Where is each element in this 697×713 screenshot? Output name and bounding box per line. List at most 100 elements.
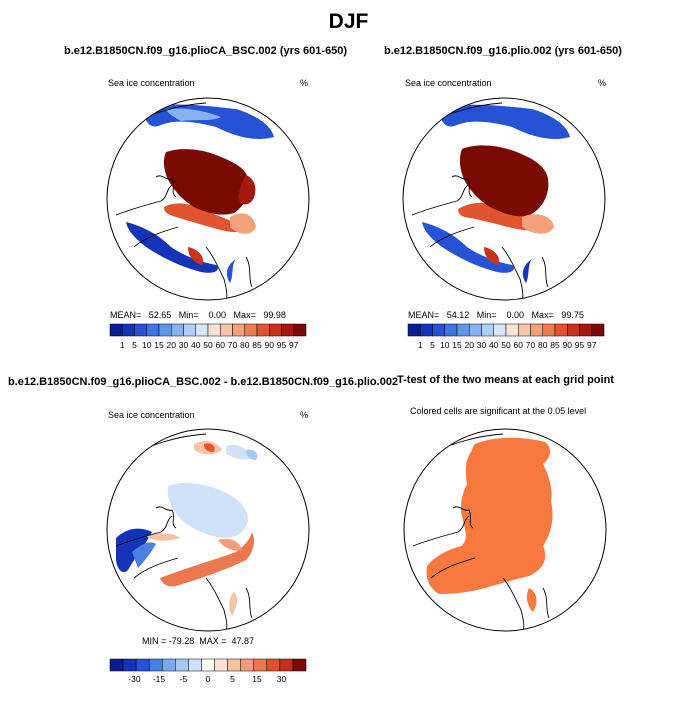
panel-1-colorbar-tick-label: 70	[228, 340, 238, 350]
panel-3-colorbar-swatch	[292, 658, 307, 672]
panel-2-colorbar-swatch	[469, 323, 482, 337]
panel-1-colorbar-tick-label: 90	[265, 340, 275, 350]
panel-2-colorbar-tick-label: 10	[440, 340, 450, 350]
panel-2-colorbar-tick-label: 20	[465, 340, 475, 350]
panel-3-colorbar-swatch	[240, 658, 254, 672]
panel-2-colorbar-swatch	[407, 323, 421, 337]
panel-2-colorbar-tick-label: 95	[575, 340, 585, 350]
panel-3-colorbar-tick-label: 5	[230, 674, 235, 684]
panel-1-colorbar-swatch	[293, 323, 307, 337]
panel-3-title: b.e12.B1850CN.f09_g16.plioCA_BSC.002 - b…	[8, 376, 399, 388]
panel-3-colorbar-swatch	[109, 658, 124, 672]
panel-3-colorbar-labels: -30 -15 -5 0 5 15 30	[128, 674, 287, 684]
panel-1-colorbar-swatch	[146, 323, 160, 337]
panel-3-colorbar-swatch	[162, 658, 176, 672]
panel-1-colorbar-tick-label: 1	[120, 340, 125, 350]
panel-1-colorbar-tick-label: 10	[142, 340, 152, 350]
panel-1-colorbar-tick-label: 20	[167, 340, 177, 350]
panel-2-variable-label: Sea ice concentration	[405, 78, 492, 88]
figure-title: DJF	[328, 10, 369, 33]
panel-1-unit-label: %	[300, 78, 309, 88]
panel-3-colorbar-tick-label: 15	[252, 674, 262, 684]
panel-2-colorbar-swatch	[505, 323, 519, 337]
panel-4-map	[403, 428, 607, 632]
panel-3-stats: MIN = -79.28 MAX = 47.87	[142, 636, 255, 646]
panel-2-colorbar-tick-label: 40	[489, 340, 499, 350]
panel-3-colorbar-swatch	[175, 658, 189, 672]
panel-3-colorbar	[109, 658, 307, 672]
panel-1-colorbar-tick-label: 30	[179, 340, 189, 350]
panel-3-colorbar-tick-label: -15	[153, 674, 166, 684]
panel-2-colorbar-tick-label: 60	[514, 340, 524, 350]
panel-3-colorbar-swatch	[227, 658, 241, 672]
panel-3-colorbar-tick-label: 0	[206, 674, 211, 684]
panel-2-colorbar-swatch	[456, 323, 470, 337]
panel-1-colorbar-tick-label: 60	[216, 340, 226, 350]
panel-1-colorbar-tick-label: 5	[132, 340, 137, 350]
panel-2-colorbar-swatch	[542, 323, 556, 337]
panel-3-colorbar-tick-label: 30	[277, 674, 287, 684]
panel-3-colorbar-swatch	[214, 658, 228, 672]
panel-1-colorbar-swatch	[281, 323, 294, 337]
panel-1-colorbar-tick-label: 85	[252, 340, 262, 350]
panel-3-map	[106, 428, 310, 632]
panel-1-map	[106, 97, 310, 301]
panel-3-unit-label: %	[300, 410, 309, 420]
panel-1-colorbar-swatch	[183, 323, 196, 337]
panel-2-colorbar-tick-label: 1	[418, 340, 423, 350]
panel-2-colorbar-swatch	[432, 323, 445, 337]
panel-1-colorbar-tick-label: 80	[240, 340, 250, 350]
panel-3-variable-label: Sea ice concentration	[108, 410, 195, 420]
panel-2-colorbar-tick-label: 85	[550, 340, 560, 350]
panel-2-title: b.e12.B1850CN.f09_g16.plio.002 (yrs 601-…	[384, 45, 622, 57]
panel-1-colorbar-swatch	[232, 323, 245, 337]
panel-1-colorbar-swatch	[244, 323, 258, 337]
panel-2-colorbar-tick-label: 30	[477, 340, 487, 350]
panel-2-colorbar	[407, 323, 605, 337]
panel-1-colorbar-swatch	[256, 323, 270, 337]
panel-2-colorbar-tick-label: 5	[430, 340, 435, 350]
panel-3-colorbar-swatch	[122, 658, 137, 672]
panel-4-title: T-test of the two means at each grid poi…	[397, 374, 614, 386]
panel-2-colorbar-swatch	[591, 323, 605, 337]
panel-1-colorbar-tick-label: 50	[203, 340, 213, 350]
panel-1-colorbar	[109, 323, 307, 337]
panel-2-colorbar-swatch	[518, 323, 531, 337]
panel-2-stats: MEAN= 54.12 Min= 0.00 Max= 99.75	[408, 310, 584, 320]
panel-3-colorbar-swatch	[135, 658, 150, 672]
panel-1-colorbar-swatch	[195, 323, 209, 337]
panel-1-colorbar-swatch	[269, 323, 282, 337]
panel-1-title: b.e12.B1850CN.f09_g16.plioCA_BSC.002 (yr…	[64, 45, 348, 57]
panel-2-unit-label: %	[598, 78, 607, 88]
panel-1-colorbar-tick-label: 40	[191, 340, 201, 350]
panel-3-colorbar-tick-label: -5	[180, 674, 188, 684]
panel-1-colorbar-tick-label: 95	[277, 340, 287, 350]
panel-2-colorbar-swatch	[493, 323, 507, 337]
panel-2-colorbar-labels: 1 5 10 15 20 30 40 50 60 70 80 85 90 95 97	[418, 340, 597, 350]
panel-1-colorbar-swatch	[134, 323, 147, 337]
panel-3-colorbar-swatch	[148, 658, 163, 672]
panel-2-colorbar-swatch	[444, 323, 458, 337]
panel-4-note: Colored cells are significant at the 0.0…	[410, 406, 587, 416]
panel-1-colorbar-swatch	[207, 323, 221, 337]
panel-1-colorbar-tick-label: 97	[289, 340, 299, 350]
panel-2-map	[402, 97, 606, 301]
panel-1-colorbar-swatch	[220, 323, 233, 337]
panel-2-colorbar-tick-label: 80	[538, 340, 548, 350]
panel-2-colorbar-swatch	[579, 323, 592, 337]
panel-1-colorbar-swatch	[171, 323, 184, 337]
panel-1-colorbar-swatch	[122, 323, 135, 337]
panel-2-colorbar-tick-label: 90	[563, 340, 573, 350]
panel-2-colorbar-tick-label: 15	[452, 340, 462, 350]
panel-1-colorbar-labels: 1 5 10 15 20 30 40 50 60 70 80 85 90 95 97	[120, 340, 299, 350]
panel-2-colorbar-tick-label: 70	[526, 340, 536, 350]
panel-2-colorbar-swatch	[554, 323, 568, 337]
panel-2-colorbar-swatch	[420, 323, 433, 337]
panel-1-colorbar-swatch	[109, 323, 123, 337]
panel-2-colorbar-swatch	[481, 323, 494, 337]
panel-3-colorbar-tick-label: -30	[128, 674, 141, 684]
panel-1-colorbar-swatch	[158, 323, 172, 337]
panel-3-colorbar-swatch	[253, 658, 268, 672]
panel-2-colorbar-swatch	[530, 323, 543, 337]
panel-3-colorbar-swatch	[188, 658, 202, 672]
